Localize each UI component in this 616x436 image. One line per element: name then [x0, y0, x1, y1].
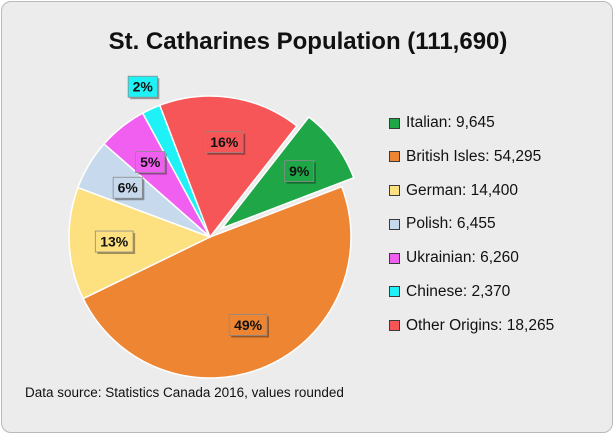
legend-swatch [389, 185, 400, 197]
legend-label: Ukrainian: 6,260 [406, 249, 519, 267]
pie-slice-other-origins [158, 95, 298, 239]
legend-item-british-isles: British Isles: 54,295 [389, 147, 554, 165]
source-note: Data source: Statistics Canada 2016, val… [25, 385, 344, 400]
data-label-text: 9% [289, 163, 310, 179]
legend-label: Chinese: 2,370 [406, 282, 511, 300]
legend-item-chinese: Chinese: 2,370 [389, 282, 554, 300]
pie-slice-british-isles [82, 185, 352, 379]
legend-swatch [389, 286, 400, 298]
legend-item-ukrainian: Ukrainian: 6,260 [389, 249, 554, 267]
data-label-text: 5% [140, 154, 161, 170]
data-label-polish: 6% [112, 176, 145, 201]
data-label-text: 16% [210, 134, 239, 150]
legend-item-polish: Polish: 6,455 [389, 215, 554, 233]
legend-swatch [389, 252, 400, 264]
legend-swatch [389, 151, 400, 163]
legend-label: British Isles: 54,295 [406, 147, 542, 165]
legend-swatch [389, 218, 400, 230]
data-label-text: 6% [118, 180, 139, 196]
legend-item-other-origins: Other Origins: 18,265 [389, 316, 555, 334]
legend-label: German: 14,400 [406, 181, 519, 199]
legend: Italian: 9,645 British Isles: 54,295 Germa… [389, 114, 555, 352]
data-label-text: 49% [234, 317, 263, 333]
data-label-ukrainian: 5% [135, 151, 167, 175]
data-label-chinese: 2% [127, 75, 160, 100]
legend-swatch [389, 117, 400, 129]
legend-item-italian: Italian: 9,645 [389, 114, 554, 131]
legend-item-german: German: 14,400 [389, 181, 554, 199]
legend-swatch [389, 320, 400, 332]
data-label-italian: 9% [284, 160, 316, 184]
pie-slice-german [68, 186, 212, 300]
data-label-text: 2% [133, 79, 154, 95]
data-label-british-isles: 49% [228, 314, 269, 338]
legend-label: Italian: 9,645 [406, 114, 495, 131]
chart-title: St. Catharines Population (111,690) [108, 28, 508, 55]
data-label-text: 13% [100, 234, 129, 250]
legend-label: Polish: 6,455 [406, 215, 496, 233]
data-label-german: 13% [94, 230, 136, 255]
data-label-other-origins: 16% [204, 131, 246, 155]
legend-label: Other Origins: 18,265 [406, 316, 555, 334]
